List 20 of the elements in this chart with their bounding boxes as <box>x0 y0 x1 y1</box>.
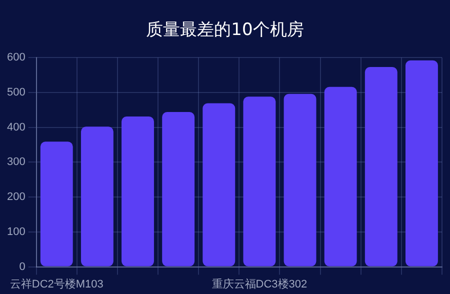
bar <box>243 96 276 266</box>
y-tick-label: 200 <box>6 191 26 204</box>
bar <box>405 60 438 266</box>
y-tick-label: 0 <box>19 260 26 273</box>
bar <box>202 103 236 266</box>
x-tick-label: 重庆云福DC3楼302 <box>212 277 308 290</box>
x-tick-label: 云祥DC2号楼M103 <box>10 277 104 290</box>
bar <box>40 142 73 266</box>
y-tick-label: 500 <box>6 86 26 98</box>
bar <box>122 116 154 266</box>
y-tick-label: 400 <box>6 121 26 134</box>
bar <box>324 86 357 266</box>
bar <box>284 94 316 266</box>
y-tick-label: 600 <box>6 52 26 64</box>
bar <box>162 112 195 266</box>
chart-title: 质量最差的10个机房 <box>145 19 305 41</box>
y-tick-label: 300 <box>6 156 26 168</box>
bar <box>364 67 398 266</box>
bar <box>80 126 114 266</box>
y-tick-label: 100 <box>6 226 26 238</box>
